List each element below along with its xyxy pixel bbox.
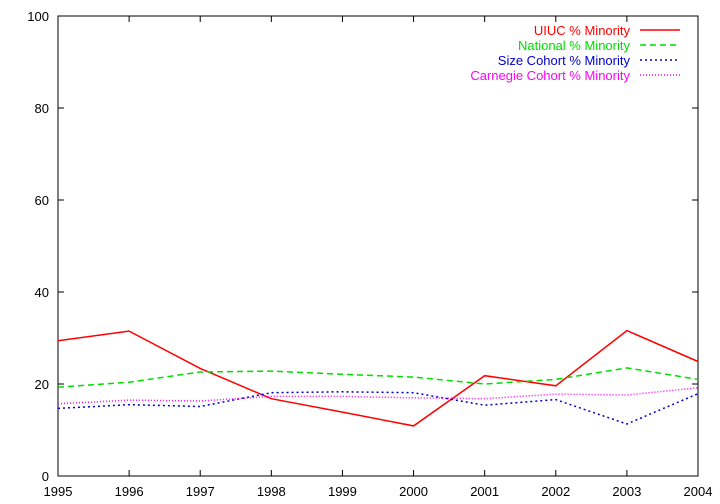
y-tick-label: 100 (27, 9, 49, 24)
legend-label-uiuc-minority: UIUC % Minority (534, 23, 631, 38)
x-tick-label: 2003 (612, 484, 641, 499)
x-tick-label: 1998 (257, 484, 286, 499)
x-tick-label: 2000 (399, 484, 428, 499)
y-tick-label: 80 (35, 101, 49, 116)
x-tick-label: 2004 (684, 484, 713, 499)
series-line-size-cohort-minority (57, 391, 699, 425)
x-tick-label: 2001 (470, 484, 499, 499)
series-line-national-minority (57, 367, 699, 388)
y-tick-label: 20 (35, 377, 49, 392)
plot-frame (57, 15, 699, 477)
y-tick-label: 40 (35, 285, 49, 300)
series-line-carnegie-cohort-minority (57, 386, 699, 405)
legend-label-size-cohort-minority: Size Cohort % Minority (498, 53, 631, 68)
x-tick-label: 1999 (328, 484, 357, 499)
series-line-uiuc-minority (57, 329, 699, 427)
x-tick-label: 2002 (541, 484, 570, 499)
x-tick-label: 1996 (115, 484, 144, 499)
y-tick-label: 0 (42, 469, 49, 484)
series-layer (57, 329, 699, 427)
x-tick-label: 1997 (186, 484, 215, 499)
legend-label-national-minority: National % Minority (518, 38, 630, 53)
y-tick-label: 60 (35, 193, 49, 208)
x-tick-label: 1995 (44, 484, 73, 499)
axis-ticks: 0 20 40 60 80 100 1995 1996 1997 1998 1999 2000 2001… (27, 9, 712, 499)
legend-label-carnegie-cohort-minority: Carnegie Cohort % Minority (470, 68, 630, 83)
